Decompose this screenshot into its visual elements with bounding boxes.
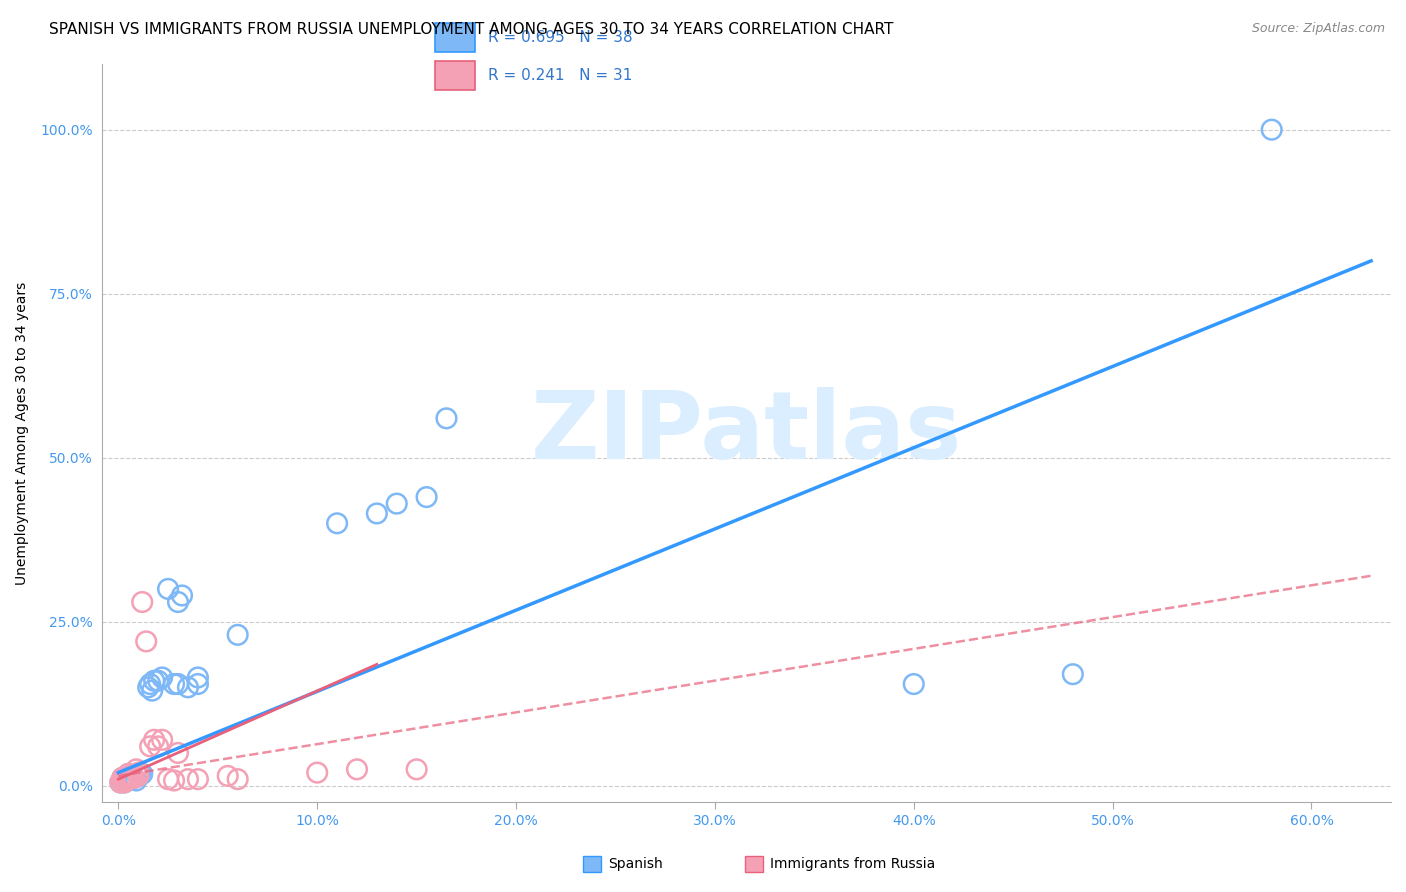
Spanish	[117, 767, 139, 781]
Immigrants from Russia	[127, 769, 149, 783]
Immigrants from Russia	[217, 769, 239, 783]
Immigrants from Russia	[157, 772, 180, 787]
Spanish	[150, 671, 173, 685]
Spanish	[131, 767, 153, 781]
Spanish	[177, 681, 200, 695]
Spanish	[115, 773, 138, 788]
Immigrants from Russia	[125, 762, 148, 776]
Spanish	[139, 677, 162, 691]
Spanish	[127, 769, 149, 783]
Immigrants from Russia	[346, 762, 368, 776]
Text: Source: ZipAtlas.com: Source: ZipAtlas.com	[1251, 22, 1385, 36]
Text: SPANISH VS IMMIGRANTS FROM RUSSIA UNEMPLOYMENT AMONG AGES 30 TO 34 YEARS CORRELA: SPANISH VS IMMIGRANTS FROM RUSSIA UNEMPL…	[49, 22, 894, 37]
Immigrants from Russia	[112, 772, 135, 787]
Spanish	[415, 490, 437, 504]
Text: Immigrants from Russia: Immigrants from Russia	[770, 857, 935, 871]
Spanish	[111, 773, 134, 788]
Spanish	[129, 765, 152, 780]
Spanish	[187, 671, 209, 685]
Immigrants from Russia	[226, 772, 249, 787]
Spanish	[903, 677, 925, 691]
Spanish	[1062, 667, 1084, 681]
Immigrants from Russia	[177, 772, 200, 787]
Text: Spanish: Spanish	[609, 857, 664, 871]
Spanish	[117, 772, 139, 787]
Immigrants from Russia	[124, 771, 146, 785]
Spanish	[125, 773, 148, 788]
Immigrants from Russia	[405, 762, 427, 776]
Immigrants from Russia	[110, 775, 132, 789]
Spanish	[112, 775, 135, 789]
Spanish	[111, 771, 134, 785]
Spanish	[124, 771, 146, 785]
Immigrants from Russia	[117, 772, 139, 787]
Immigrants from Russia	[111, 771, 134, 785]
Immigrants from Russia	[121, 769, 143, 783]
Spanish	[110, 775, 132, 789]
FancyBboxPatch shape	[434, 61, 475, 90]
Spanish	[170, 589, 193, 603]
Immigrants from Russia	[112, 775, 135, 789]
Spanish	[187, 677, 209, 691]
Spanish	[385, 497, 408, 511]
Immigrants from Russia	[127, 765, 149, 780]
Immigrants from Russia	[143, 732, 166, 747]
Immigrants from Russia	[117, 767, 139, 781]
Spanish	[120, 771, 142, 785]
Spanish	[143, 673, 166, 688]
Spanish	[366, 507, 388, 521]
Spanish	[163, 677, 186, 691]
Immigrants from Russia	[146, 739, 169, 754]
FancyBboxPatch shape	[434, 23, 475, 52]
Immigrants from Russia	[131, 595, 153, 609]
Immigrants from Russia	[115, 773, 138, 788]
Y-axis label: Unemployment Among Ages 30 to 34 years: Unemployment Among Ages 30 to 34 years	[15, 282, 30, 585]
Immigrants from Russia	[150, 732, 173, 747]
Immigrants from Russia	[135, 634, 157, 648]
Spanish	[112, 772, 135, 787]
Spanish	[146, 673, 169, 688]
Spanish	[167, 677, 190, 691]
Immigrants from Russia	[167, 746, 190, 760]
Spanish	[326, 516, 349, 531]
Spanish	[226, 628, 249, 642]
Spanish	[121, 769, 143, 783]
Text: R = 0.241   N = 31: R = 0.241 N = 31	[488, 68, 631, 83]
Immigrants from Russia	[115, 769, 138, 783]
Spanish	[157, 582, 180, 596]
Text: R = 0.695   N = 38: R = 0.695 N = 38	[488, 30, 633, 45]
Spanish	[141, 683, 163, 698]
Spanish	[167, 595, 190, 609]
Immigrants from Russia	[139, 739, 162, 754]
Spanish	[136, 681, 159, 695]
Spanish	[115, 769, 138, 783]
Text: ZIPatlas: ZIPatlas	[531, 387, 963, 479]
Immigrants from Russia	[111, 773, 134, 788]
Spanish	[436, 411, 458, 425]
Immigrants from Russia	[307, 765, 329, 780]
Immigrants from Russia	[163, 773, 186, 788]
Spanish	[1260, 122, 1282, 136]
Immigrants from Russia	[120, 771, 142, 785]
Immigrants from Russia	[187, 772, 209, 787]
